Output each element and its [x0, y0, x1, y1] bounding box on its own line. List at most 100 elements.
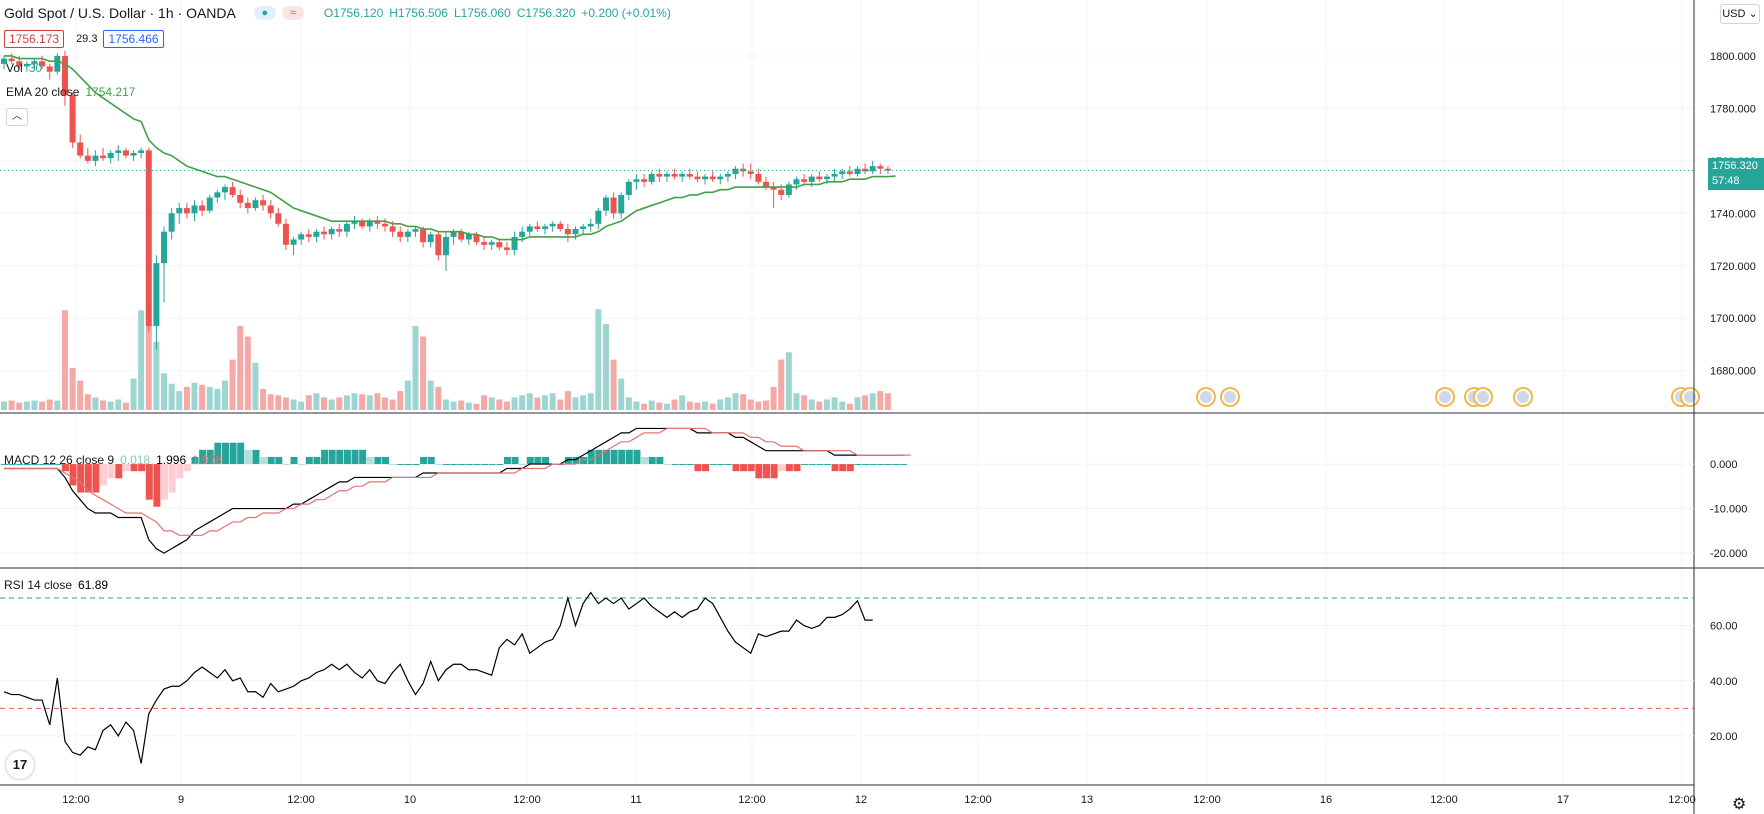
- volume-bar: [801, 395, 808, 410]
- candle-body: [61, 55, 68, 96]
- ohlc-high: H1756.506: [389, 6, 448, 20]
- volume-bar: [100, 400, 107, 410]
- macd-tick-label: 0.000: [1710, 459, 1738, 471]
- macd-histogram-bar: [831, 464, 839, 472]
- candle-body: [366, 221, 373, 227]
- candle-body: [519, 231, 526, 237]
- sell-price-button[interactable]: 1756.173: [4, 30, 65, 48]
- candle-body: [282, 223, 289, 245]
- volume-legend[interactable]: Vol 30: [6, 61, 48, 75]
- candle-body: [427, 234, 434, 243]
- macd-histogram-bar: [107, 464, 115, 479]
- volume-bar: [884, 393, 891, 410]
- macd-histogram-bar: [488, 464, 496, 466]
- volume-bar: [138, 310, 145, 410]
- candle-body: [686, 173, 693, 177]
- candle-body: [46, 66, 53, 72]
- volume-bar: [145, 326, 152, 410]
- macd-legend[interactable]: MACD 12 26 close 9 0.018 1.996 1.978: [4, 453, 228, 467]
- volume-bar: [183, 386, 190, 410]
- candle-body: [168, 213, 175, 232]
- time-tick-label: 16: [1320, 794, 1332, 806]
- macd-histogram-bar: [671, 464, 679, 466]
- volume-bar: [420, 336, 427, 410]
- eye-icon[interactable]: ●: [253, 6, 276, 20]
- volume-bar: [374, 393, 381, 410]
- candle-body: [618, 194, 625, 214]
- macd-histogram-bar: [313, 456, 321, 465]
- candle-body: [290, 239, 297, 245]
- macd-histogram-bar: [473, 464, 481, 466]
- volume-bar: [244, 336, 251, 410]
- collapse-legend-button[interactable]: ︿: [6, 108, 28, 126]
- candle-body: [176, 208, 183, 214]
- candle-body: [351, 221, 358, 224]
- volume-bar: [816, 401, 823, 410]
- rsi-legend[interactable]: RSI 14 close 61.89: [4, 578, 114, 592]
- volume-bar: [275, 395, 282, 410]
- macd-histogram-bar: [16, 464, 24, 466]
- currency-select[interactable]: USD ⌄: [1720, 4, 1760, 24]
- macd-histogram-bar: [618, 449, 626, 465]
- macd-histogram-bar: [450, 464, 458, 466]
- candle-body: [54, 55, 61, 72]
- volume-bar: [785, 352, 792, 410]
- us-flag-icon: [1477, 391, 1489, 403]
- buy-price-button[interactable]: 1756.466: [103, 30, 164, 48]
- volume-bar: [321, 397, 328, 410]
- volume-bar: [542, 395, 549, 410]
- compare-icon[interactable]: ≈: [281, 6, 304, 20]
- rsi-tick-label: 20.00: [1710, 731, 1738, 743]
- macd-histogram-bar: [785, 464, 793, 472]
- volume-bar: [168, 383, 175, 410]
- candle-body: [328, 229, 335, 235]
- macd-histogram-bar: [846, 464, 854, 472]
- candle-body: [602, 197, 609, 211]
- symbol-title[interactable]: Gold Spot / U.S. Dollar · 1h · OANDA: [4, 5, 236, 21]
- candle-body: [808, 176, 815, 182]
- candle-body: [382, 223, 388, 227]
- volume-bar: [793, 393, 800, 410]
- macd-histogram-bar: [572, 456, 580, 465]
- macd-histogram-bar: [153, 464, 161, 507]
- candle-body: [69, 95, 76, 143]
- volume-bar: [869, 393, 876, 410]
- candle-body: [549, 223, 556, 227]
- macd-histogram-bar: [31, 464, 39, 466]
- chevron-down-icon: ⌄: [1745, 8, 1758, 20]
- volume-bar: [84, 394, 91, 410]
- macd-histogram-bar: [191, 456, 199, 465]
- volume-bar: [412, 326, 419, 410]
- volume-bar: [305, 395, 312, 410]
- macd-histogram-bar: [542, 456, 550, 465]
- ema-legend[interactable]: EMA 20 close 1754.217: [6, 85, 141, 99]
- candle-body: [336, 229, 343, 232]
- macd-histogram-bar: [161, 464, 169, 500]
- macd-histogram-bar: [740, 464, 748, 472]
- volume-bar: [69, 368, 76, 410]
- macd-histogram-bar: [435, 464, 443, 466]
- candle-body: [572, 229, 579, 235]
- candle-body: [846, 171, 853, 174]
- us-flag-icon: [1684, 391, 1696, 403]
- time-tick-label: 12:00: [1668, 794, 1696, 806]
- tradingview-logo[interactable]: 17: [6, 751, 34, 779]
- time-tick-label: 10: [404, 794, 416, 806]
- macd-histogram-bar: [686, 464, 694, 466]
- price-tick-label: 1740.000: [1710, 208, 1756, 220]
- volume-bar: [732, 393, 739, 410]
- volume-bar: [846, 403, 853, 410]
- macd-histogram-bar: [595, 449, 603, 465]
- macd-histogram-bar: [374, 456, 382, 465]
- macd-histogram-bar: [763, 464, 770, 479]
- volume-bar: [130, 378, 137, 410]
- volume-bar: [481, 395, 488, 410]
- volume-bar: [877, 391, 884, 410]
- candle-body: [580, 226, 587, 230]
- volume-bar: [267, 394, 274, 410]
- candle-body: [305, 234, 312, 237]
- candle-body: [610, 197, 617, 214]
- gear-icon[interactable]: ⚙: [1732, 796, 1747, 813]
- candle-body: [92, 155, 99, 161]
